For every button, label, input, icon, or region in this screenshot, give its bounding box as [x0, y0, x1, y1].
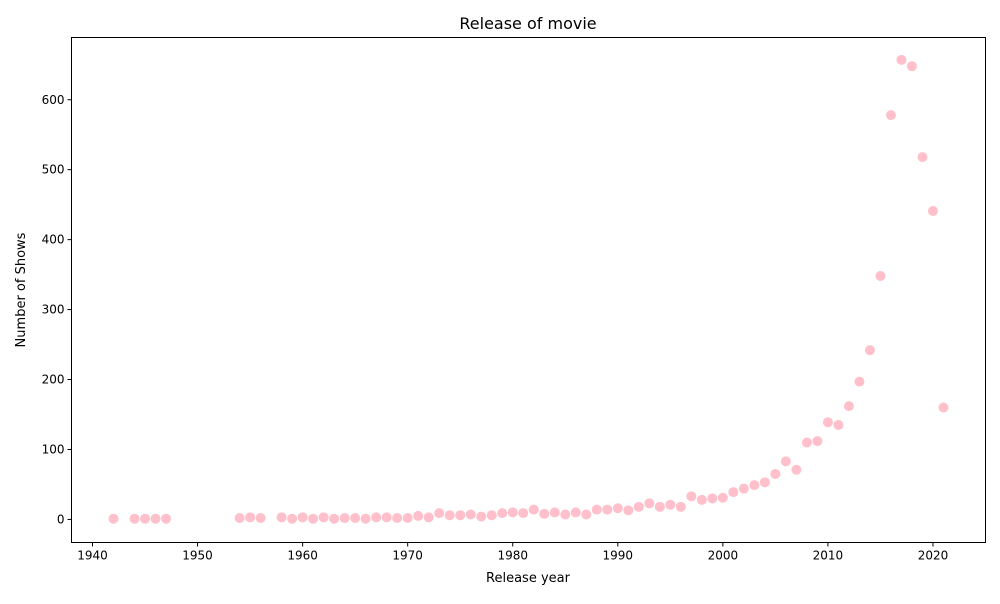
data-point	[686, 491, 697, 502]
y-tick-label: 600	[42, 93, 65, 107]
plot-area-frame	[71, 37, 986, 543]
x-tick-label: 2010	[813, 549, 844, 563]
data-point	[602, 504, 613, 515]
data-point	[392, 513, 403, 524]
y-tick-label: 200	[42, 373, 65, 387]
y-axis-ticks: 0 100 200 300 400 500 600	[42, 93, 72, 526]
data-point	[360, 513, 371, 524]
data-point	[885, 110, 896, 121]
data-point	[276, 512, 287, 523]
data-point	[255, 513, 266, 524]
data-point	[938, 402, 949, 413]
x-tick-label: 1990	[603, 549, 634, 563]
data-point	[161, 513, 172, 524]
data-point	[476, 511, 487, 522]
data-point	[854, 376, 865, 387]
data-point	[633, 501, 644, 512]
y-tick-label: 0	[57, 512, 65, 526]
data-point	[518, 508, 529, 519]
data-point	[665, 499, 676, 510]
data-point	[917, 152, 928, 163]
y-tick-label: 400	[42, 233, 65, 247]
data-point	[770, 468, 781, 479]
data-point	[623, 505, 634, 516]
x-tick-label: 1940	[77, 549, 108, 563]
y-tick-label: 300	[42, 303, 65, 317]
data-point	[791, 464, 802, 475]
y-tick-label: 500	[42, 163, 65, 177]
data-point	[675, 501, 686, 512]
data-point	[644, 498, 655, 509]
data-point	[413, 510, 424, 521]
data-point	[444, 510, 455, 521]
data-points	[108, 54, 949, 524]
y-axis-label: Number of Shows	[14, 232, 29, 347]
data-point	[318, 512, 329, 523]
data-point	[560, 509, 571, 520]
data-point	[749, 480, 760, 491]
data-point	[108, 513, 119, 524]
data-point	[528, 504, 539, 515]
data-point	[896, 54, 907, 65]
data-point	[402, 513, 413, 524]
data-point	[875, 271, 886, 282]
data-point	[833, 419, 844, 430]
data-point	[150, 513, 161, 524]
data-point	[350, 513, 361, 524]
data-point	[497, 508, 508, 519]
data-point	[486, 510, 497, 521]
data-point	[738, 483, 749, 494]
data-point	[843, 401, 854, 412]
data-point	[696, 494, 707, 505]
data-point	[329, 513, 340, 524]
data-point	[612, 503, 623, 514]
data-point	[371, 512, 382, 523]
data-point	[717, 492, 728, 503]
data-point	[140, 513, 151, 524]
data-point	[591, 504, 602, 515]
data-point	[234, 513, 245, 524]
data-point	[507, 507, 518, 518]
data-point	[780, 456, 791, 467]
data-point	[707, 493, 718, 504]
data-point	[339, 513, 350, 524]
data-point	[927, 205, 938, 216]
data-point	[801, 437, 812, 448]
data-point	[906, 61, 917, 72]
data-point	[549, 507, 560, 518]
data-point	[654, 501, 665, 512]
y-tick-label: 100	[42, 442, 65, 456]
x-axis-label: Release year	[486, 571, 571, 586]
x-tick-label: 1950	[182, 549, 213, 563]
data-point	[297, 512, 308, 523]
x-tick-label: 2000	[708, 549, 739, 563]
x-tick-label: 1970	[392, 549, 423, 563]
data-point	[759, 477, 770, 488]
data-point	[245, 512, 256, 523]
x-tick-label: 1960	[287, 549, 318, 563]
data-point	[287, 513, 298, 524]
x-tick-label: 2020	[918, 549, 949, 563]
data-point	[423, 512, 434, 523]
data-point	[822, 417, 833, 428]
data-point	[465, 509, 476, 520]
data-point	[434, 508, 445, 519]
x-tick-label: 1980	[497, 549, 528, 563]
data-point	[455, 510, 466, 521]
data-point	[308, 513, 319, 524]
data-point	[581, 509, 592, 520]
data-point	[864, 345, 875, 356]
data-point	[129, 513, 140, 524]
chart-title: Release of movie	[459, 14, 596, 33]
data-point	[539, 508, 550, 519]
data-point	[570, 507, 581, 518]
x-axis-ticks: 1940 1950 1960 1970 1980 1990 2000 2010 2020	[77, 542, 949, 563]
data-point	[728, 487, 739, 498]
data-point	[812, 436, 823, 447]
data-point	[381, 512, 392, 523]
